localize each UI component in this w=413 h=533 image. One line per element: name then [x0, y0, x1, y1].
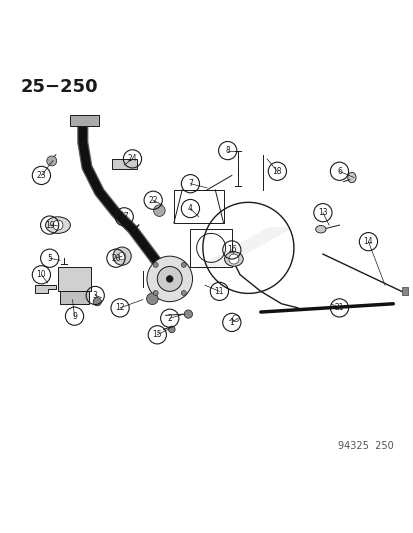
Text: 16: 16: [226, 245, 236, 254]
Bar: [58, 266, 91, 292]
Text: 3: 3: [93, 291, 97, 300]
Text: 94325  250: 94325 250: [337, 441, 392, 451]
Circle shape: [157, 266, 182, 292]
Text: 9: 9: [72, 312, 77, 321]
Circle shape: [53, 220, 63, 230]
Text: 11: 11: [214, 287, 223, 296]
Circle shape: [228, 254, 238, 264]
Ellipse shape: [45, 217, 70, 233]
Text: 7: 7: [188, 179, 192, 188]
Text: 12: 12: [115, 303, 124, 312]
Text: 20: 20: [111, 254, 121, 263]
Text: 14: 14: [363, 237, 373, 246]
Bar: [60, 292, 89, 304]
Bar: [190, 229, 231, 266]
Ellipse shape: [315, 225, 325, 233]
Circle shape: [118, 253, 126, 260]
Circle shape: [232, 315, 239, 321]
Text: 25−250: 25−250: [21, 78, 98, 96]
Bar: [173, 190, 223, 223]
Ellipse shape: [224, 252, 242, 266]
Circle shape: [147, 256, 192, 302]
Text: 19: 19: [45, 221, 55, 230]
Circle shape: [168, 326, 175, 333]
Circle shape: [153, 262, 158, 268]
Text: 18: 18: [272, 167, 281, 176]
Text: 22: 22: [148, 196, 157, 205]
Circle shape: [166, 276, 173, 282]
Text: 6: 6: [336, 167, 341, 176]
Text: 24: 24: [127, 155, 137, 163]
Polygon shape: [35, 285, 56, 293]
Text: 17: 17: [119, 212, 129, 221]
Bar: [112, 159, 136, 169]
Circle shape: [113, 247, 131, 265]
Ellipse shape: [347, 172, 355, 183]
Text: 8: 8: [225, 146, 230, 155]
Circle shape: [47, 156, 57, 166]
Circle shape: [153, 205, 165, 216]
Circle shape: [184, 310, 192, 318]
Bar: [401, 287, 407, 295]
Bar: [70, 115, 99, 126]
Text: 1: 1: [229, 318, 234, 327]
Text: 5: 5: [47, 254, 52, 263]
Circle shape: [153, 290, 158, 295]
Circle shape: [146, 293, 158, 304]
Text: 23: 23: [36, 171, 46, 180]
Text: 13: 13: [317, 208, 327, 217]
Text: 2: 2: [167, 314, 172, 323]
Text: 21: 21: [334, 303, 343, 312]
Circle shape: [93, 297, 101, 306]
Text: 10: 10: [36, 270, 46, 279]
Circle shape: [181, 262, 186, 268]
Text: 15: 15: [152, 330, 162, 340]
Text: 4: 4: [188, 204, 192, 213]
Circle shape: [181, 290, 186, 295]
